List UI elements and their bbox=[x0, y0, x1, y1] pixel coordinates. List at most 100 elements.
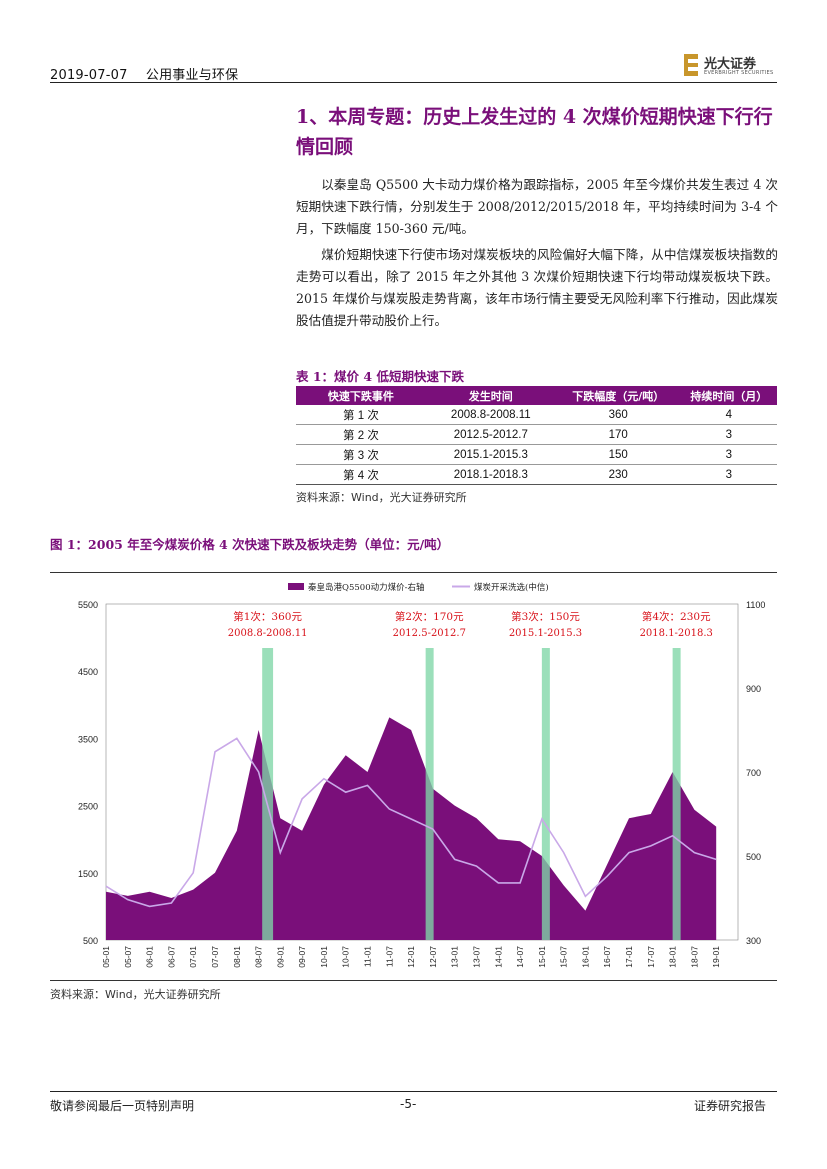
highlight-label-1: 第1次：360元 bbox=[233, 610, 302, 623]
x-tick-24: 17-01 bbox=[624, 946, 634, 968]
highlight-period-2: 2012.5-2012.7 bbox=[393, 628, 466, 639]
coal-price-chart: 第1次：360元 2008.8-2008.11 第2次：170元 2012.5-201… bbox=[78, 582, 765, 968]
table-cell: 3 bbox=[680, 424, 777, 445]
x-tick-28: 19-01 bbox=[711, 946, 721, 968]
x-tick-21: 15-07 bbox=[559, 946, 569, 968]
report-date: 2019-07-07 bbox=[50, 68, 128, 83]
x-tick-1: 05-07 bbox=[123, 946, 133, 968]
table-cell: 2015.1-2015.3 bbox=[425, 444, 556, 465]
legend-swatch-price bbox=[288, 583, 304, 590]
y-left-tick-1: 1500 bbox=[78, 869, 98, 879]
y-right-tick-2: 700 bbox=[746, 768, 761, 778]
x-tick-4: 07-01 bbox=[188, 946, 198, 968]
x-tick-12: 11-01 bbox=[363, 946, 373, 967]
highlight-period-1: 2008.8-2008.11 bbox=[228, 628, 308, 639]
report-header: 2019-07-07 公用事业与环保 bbox=[50, 64, 252, 83]
table-header-row: 快速下跌事件 发生时间 下跌幅度（元/吨） 持续时间（月） bbox=[296, 386, 777, 405]
x-tick-20: 15-01 bbox=[537, 946, 547, 968]
coal-index-line bbox=[105, 737, 717, 908]
y-right-tick-3: 900 bbox=[746, 684, 761, 694]
y-left-tick-3: 3500 bbox=[78, 734, 98, 744]
table-cell: 3 bbox=[680, 444, 777, 465]
highlight-period-4: 2018.1-2018.3 bbox=[640, 628, 713, 639]
highlight-label-3: 第3次：150元 bbox=[511, 610, 580, 623]
brand-logo: 光大证券 EVERBRIGHT SECURITIES bbox=[684, 54, 774, 78]
x-tick-10: 10-01 bbox=[319, 946, 329, 968]
highlight-label-2: 第2次：170元 bbox=[395, 610, 464, 623]
footer-disclaimer: 敬请参阅最后一页特别声明 bbox=[50, 1099, 195, 1113]
footer-report-type: 证券研究报告 bbox=[694, 1099, 767, 1113]
x-tick-3: 06-07 bbox=[166, 946, 176, 968]
table-header-cell: 发生时间 bbox=[425, 386, 556, 405]
section-title: 1、本周专题：历史上发生过的 4 次煤价短期快速下行行情回顾 bbox=[296, 106, 773, 158]
legend-label-index: 煤炭开采洗选(中信) bbox=[474, 582, 549, 593]
table-cell: 230 bbox=[555, 464, 681, 485]
figure-title: 图 1：2005 年至今煤炭价格 4 次快速下跌及板块走势（单位：元/吨） bbox=[50, 537, 450, 552]
y-left-tick-4: 4500 bbox=[78, 667, 98, 677]
brand-logo-cn: 光大证券 bbox=[704, 57, 757, 72]
decline-table: 快速下跌事件 发生时间 下跌幅度（元/吨） 持续时间（月） 第 1 次 2008… bbox=[296, 386, 777, 485]
figure-source: 资料来源：Wind，光大证券研究所 bbox=[50, 988, 221, 1001]
table-source: 资料来源：Wind，光大证券研究所 bbox=[296, 491, 467, 504]
x-tick-14: 12-01 bbox=[406, 946, 416, 968]
table-cell: 第 4 次 bbox=[296, 464, 426, 485]
highlight-band-1 bbox=[262, 648, 274, 940]
table-header-cell: 持续时间（月） bbox=[680, 386, 777, 405]
table-row: 第 2 次 2012.5-2012.7 170 3 bbox=[296, 424, 777, 445]
x-tick-25: 17-07 bbox=[646, 946, 656, 968]
y-right-tick-1: 500 bbox=[746, 852, 761, 862]
y-right-tick-0: 300 bbox=[746, 936, 761, 946]
legend-label-price: 秦皇岛港Q5500动力煤价-右轴 bbox=[308, 582, 424, 593]
x-tick-23: 16-07 bbox=[602, 946, 612, 968]
x-tick-19: 14-07 bbox=[515, 946, 525, 968]
table-cell: 3 bbox=[680, 464, 777, 485]
x-tick-8: 09-01 bbox=[275, 946, 285, 968]
paragraph-2: 煤价短期快速下行使市场对煤炭板块的风险偏好大幅下降，从中信煤炭板块指数的走势可以… bbox=[296, 247, 778, 328]
report-sector: 公用事业与环保 bbox=[145, 68, 239, 83]
y-left-tick-2: 2500 bbox=[78, 802, 98, 812]
y-left-tick-5: 5500 bbox=[78, 600, 98, 610]
brand-logo-en: EVERBRIGHT SECURITIES bbox=[704, 70, 774, 76]
x-tick-13: 11-07 bbox=[384, 946, 394, 967]
figure-top-rule bbox=[50, 572, 777, 573]
table-cell: 170 bbox=[555, 424, 681, 445]
table-cell: 150 bbox=[555, 444, 681, 465]
table-title: 表 1：煤价 4 低短期快速下跌 bbox=[296, 369, 464, 384]
table-row: 第 3 次 2015.1-2015.3 150 3 bbox=[296, 444, 777, 465]
x-tick-9: 09-07 bbox=[297, 946, 307, 968]
x-tick-27: 18-07 bbox=[689, 946, 699, 968]
paragraph-1: 以秦皇岛 Q5500 大卡动力煤价格为跟踪指标，2005 年至今煤价共发生表过 … bbox=[296, 177, 778, 236]
table-cell: 2012.5-2012.7 bbox=[425, 424, 556, 445]
highlight-period-3: 2015.1-2015.3 bbox=[509, 628, 582, 639]
x-tick-15: 12-07 bbox=[428, 946, 438, 968]
table-cell: 360 bbox=[555, 405, 681, 425]
x-tick-5: 07-07 bbox=[210, 946, 220, 968]
y-right-tick-4: 1100 bbox=[746, 600, 765, 610]
highlight-band-3 bbox=[541, 648, 550, 940]
table-row: 第 4 次 2018.1-2018.3 230 3 bbox=[296, 464, 777, 485]
figure-bottom-rule bbox=[50, 980, 777, 981]
x-tick-17: 13-07 bbox=[471, 946, 481, 968]
highlight-band-2 bbox=[425, 648, 434, 940]
footer-divider bbox=[50, 1091, 777, 1092]
highlight-label-4: 第4次：230元 bbox=[642, 610, 711, 623]
x-tick-22: 16-01 bbox=[580, 946, 590, 968]
table-header-cell: 快速下跌事件 bbox=[296, 386, 426, 405]
x-tick-11: 10-07 bbox=[341, 946, 351, 968]
x-tick-26: 18-01 bbox=[668, 946, 678, 968]
y-left-tick-0: 500 bbox=[83, 936, 98, 946]
highlight-band-4 bbox=[672, 648, 681, 940]
table-cell: 第 1 次 bbox=[296, 405, 426, 425]
table-cell: 2008.8-2008.11 bbox=[425, 405, 556, 425]
x-tick-2: 06-01 bbox=[145, 946, 155, 968]
x-tick-18: 14-01 bbox=[493, 946, 503, 968]
x-tick-0: 05-01 bbox=[101, 946, 111, 968]
x-tick-6: 08-01 bbox=[232, 946, 242, 968]
x-tick-16: 13-01 bbox=[450, 946, 460, 968]
table-cell: 4 bbox=[680, 405, 777, 425]
table-cell: 2018.1-2018.3 bbox=[425, 464, 556, 485]
table-header-cell: 下跌幅度（元/吨） bbox=[555, 386, 681, 405]
footer-page-number: -5- bbox=[400, 1097, 417, 1111]
table-row: 第 1 次 2008.8-2008.11 360 4 bbox=[296, 405, 777, 425]
header-divider bbox=[50, 82, 777, 83]
